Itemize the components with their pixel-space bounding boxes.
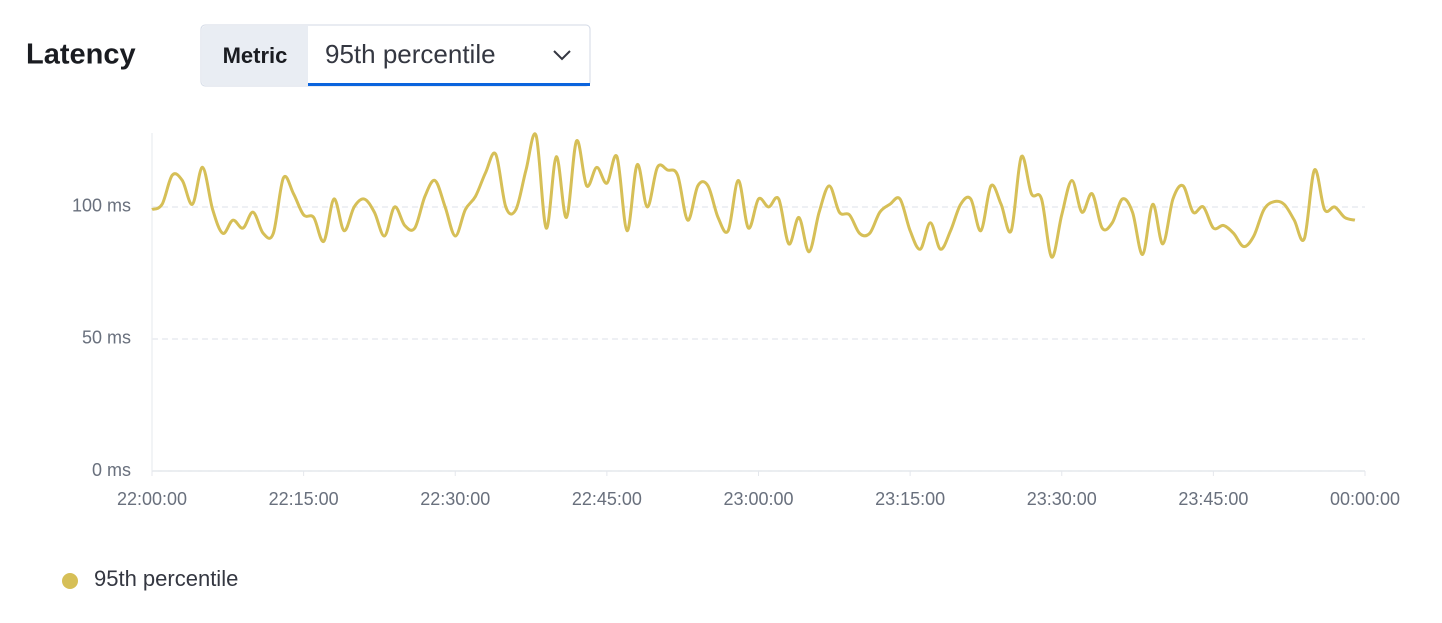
x-tick-label: 22:15:00 — [269, 489, 339, 509]
chart-title: Latency — [26, 39, 136, 71]
x-tick-label: 23:00:00 — [723, 489, 793, 509]
x-tick-label: 23:45:00 — [1178, 489, 1248, 509]
select-underline — [308, 83, 590, 86]
metric-select[interactable]: Metric 95th percentile — [200, 24, 591, 87]
x-tick-label: 22:45:00 — [572, 489, 642, 509]
select-label: Metric — [223, 43, 288, 68]
select-value[interactable]: 95th percentile — [325, 39, 496, 69]
x-tick-label: 00:00:00 — [1330, 489, 1400, 509]
select-prepend — [202, 26, 308, 85]
x-tick-label: 22:00:00 — [117, 489, 187, 509]
y-tick-label: 0 ms — [92, 460, 131, 480]
series-line — [151, 132, 1356, 259]
legend-label: 95th percentile — [94, 566, 238, 591]
x-tick-label: 23:30:00 — [1027, 489, 1097, 509]
chevron-icon[interactable] — [553, 50, 571, 61]
y-tick-label: 50 ms — [82, 328, 131, 348]
x-tick-label: 23:15:00 — [875, 489, 945, 509]
legend-marker — [62, 573, 78, 589]
x-tick-label: 22:30:00 — [420, 489, 490, 509]
y-tick-label: 100 ms — [72, 196, 131, 216]
